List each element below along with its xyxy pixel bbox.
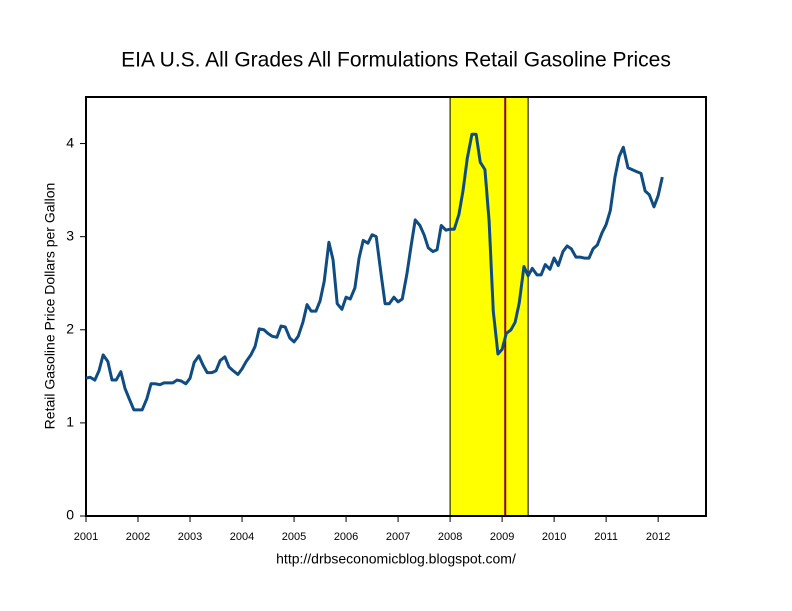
x-tick-label: 2009 xyxy=(490,531,514,543)
x-tick-label: 2002 xyxy=(126,531,150,543)
x-tick-label: 2001 xyxy=(74,531,98,543)
x-tick-label: 2008 xyxy=(438,531,462,543)
price-line xyxy=(85,132,664,412)
x-tick-label: 2006 xyxy=(334,531,358,543)
y-axis-label: Retail Gasoline Price Dollars per Gallon xyxy=(42,183,58,430)
y-tick-label: 1 xyxy=(66,414,74,430)
y-tick-label: 0 xyxy=(66,507,74,523)
x-tick-label: 2011 xyxy=(594,531,618,543)
y-tick-label: 3 xyxy=(66,227,74,243)
x-tick-label: 2010 xyxy=(542,531,566,543)
y-tick-label: 2 xyxy=(66,320,74,336)
x-tick-label: 2012 xyxy=(646,531,670,543)
y-tick-label: 4 xyxy=(66,134,74,150)
x-tick-label: 2004 xyxy=(230,531,254,543)
plot-frame xyxy=(85,96,707,517)
x-tick-label: 2007 xyxy=(386,531,410,543)
chart-title: EIA U.S. All Grades All Formulations Ret… xyxy=(121,49,671,72)
recession-band xyxy=(449,96,529,517)
x-tick-label: 2005 xyxy=(282,531,306,543)
x-axis-label: http://drbseconomicblog.blogspot.com/ xyxy=(276,551,516,567)
x-tick-label: 2003 xyxy=(178,531,202,543)
